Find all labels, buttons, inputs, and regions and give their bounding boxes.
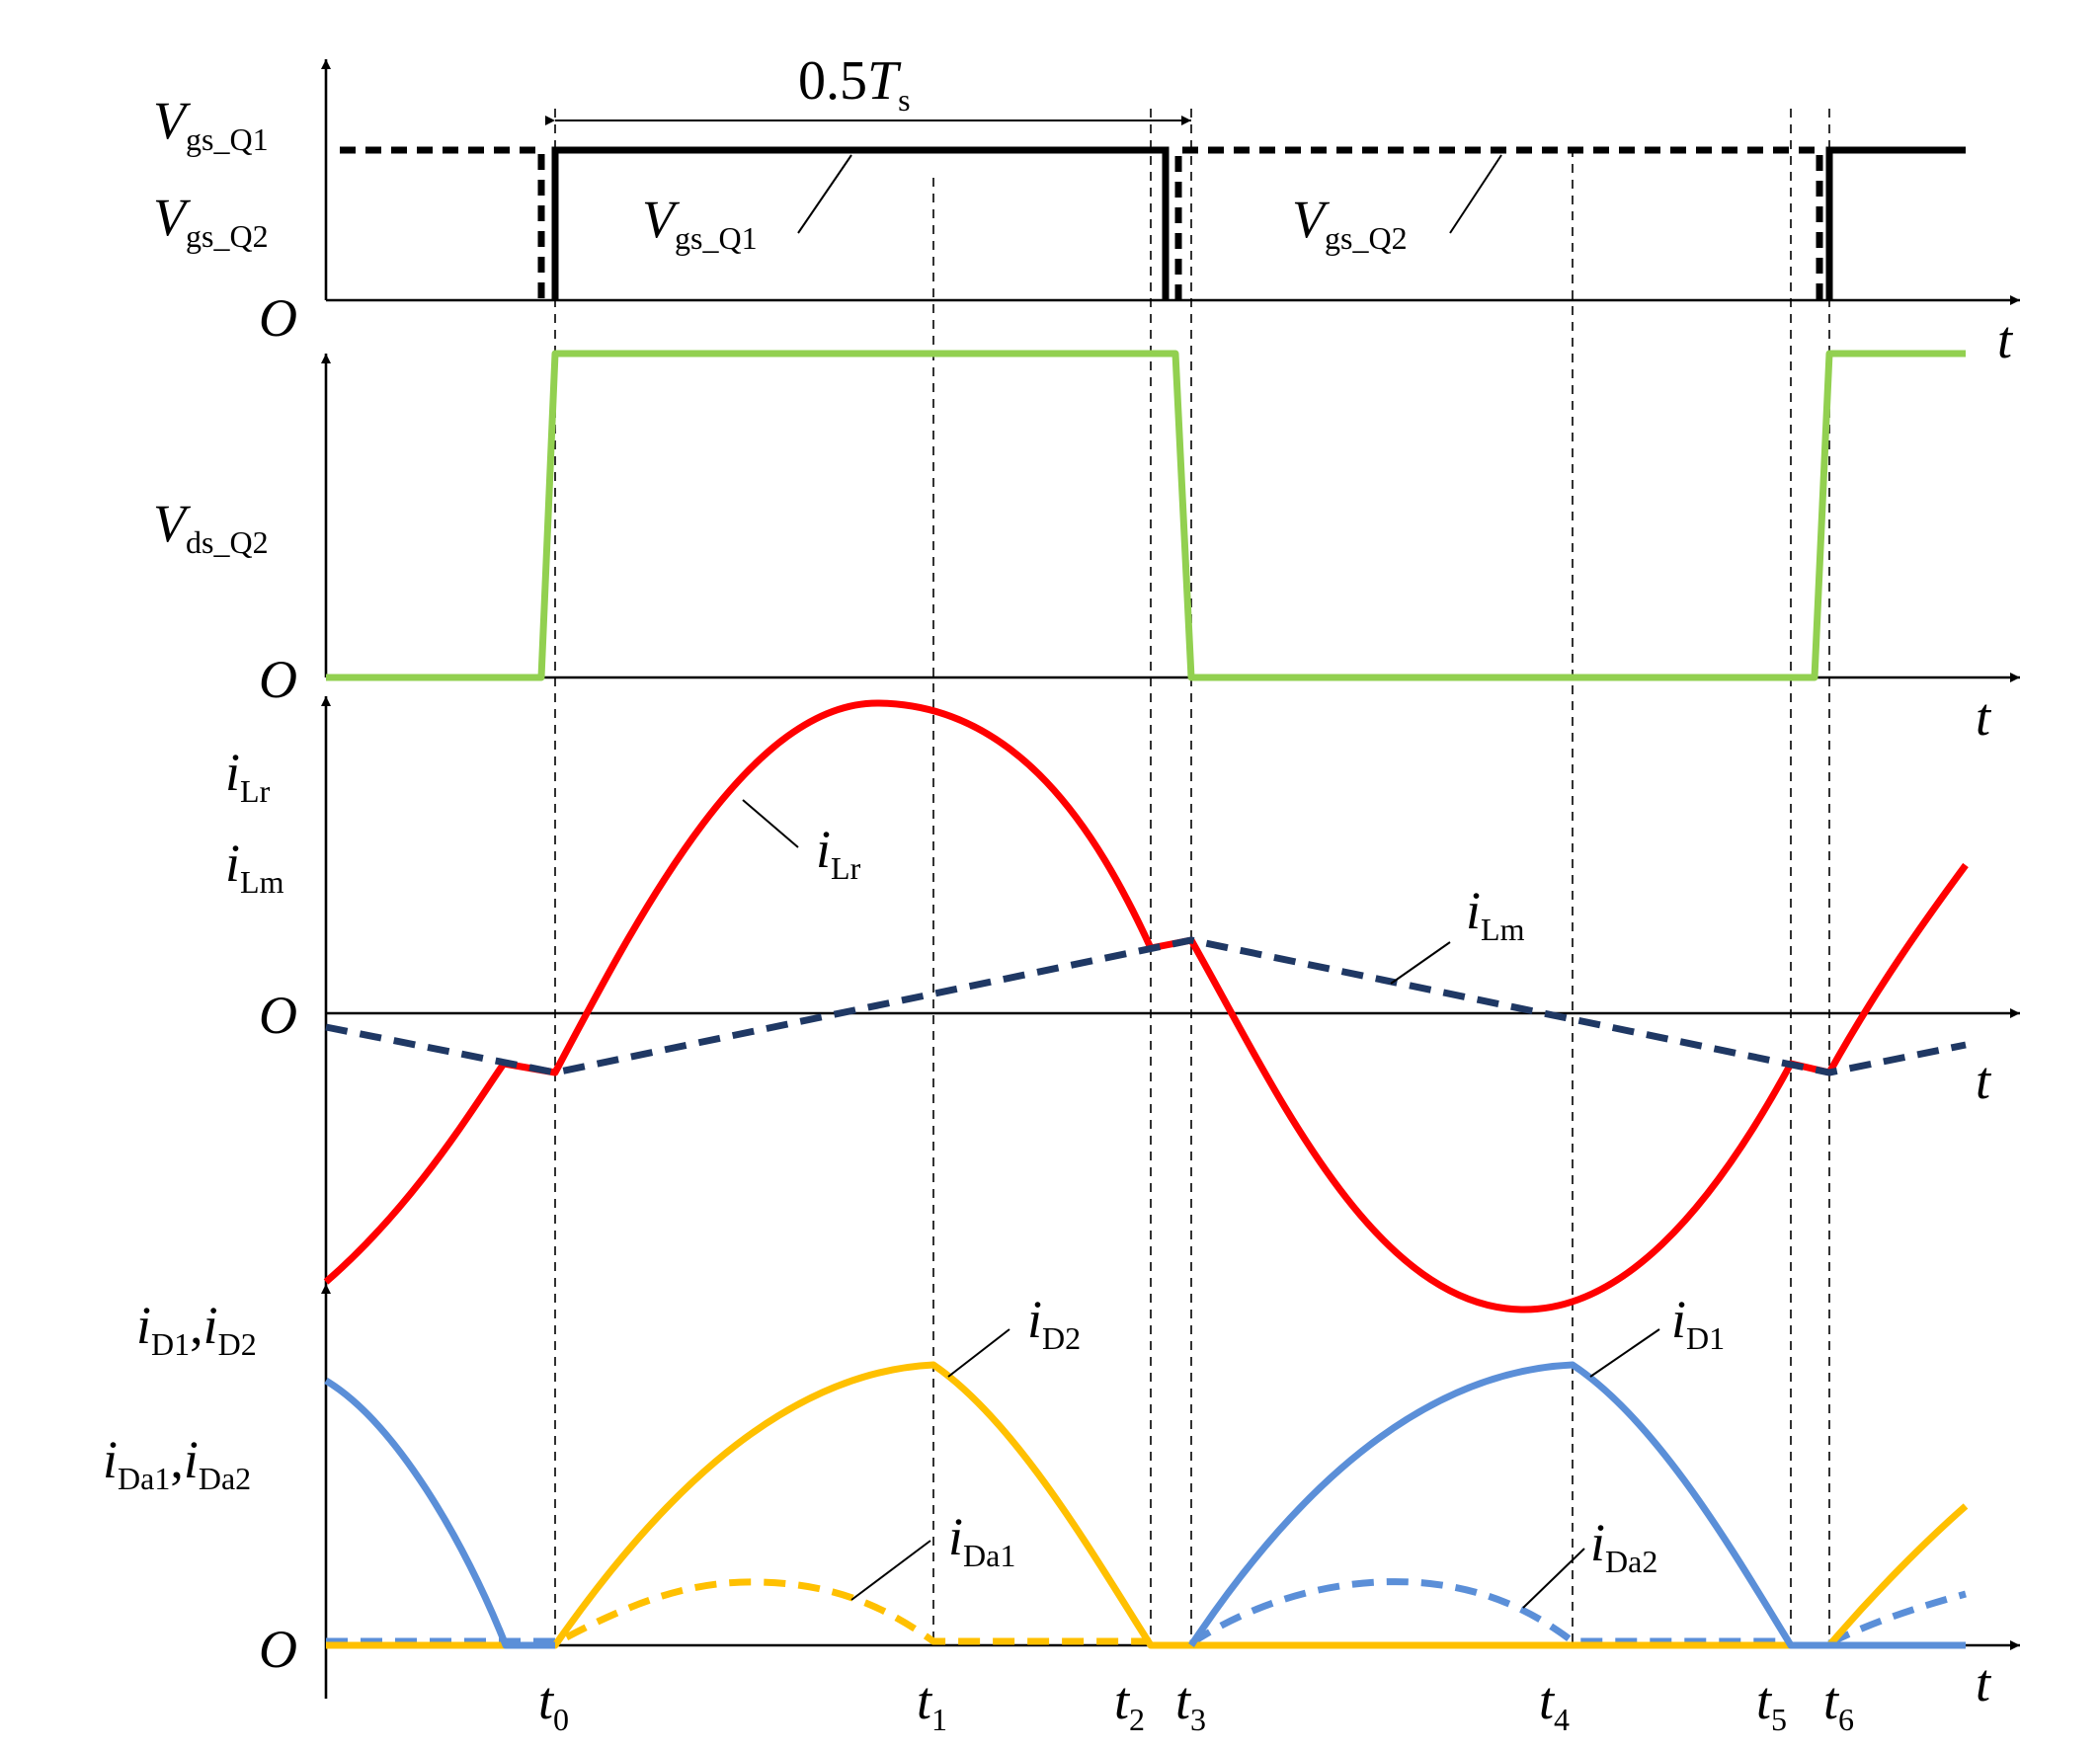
callout-i-da2: iDa2 <box>1590 1513 1657 1579</box>
callout-line-vgs-q2 <box>1449 154 1502 234</box>
vds-panel: Vds_Q2 O t <box>153 350 1992 747</box>
marker-t6: t6 <box>1823 1671 1854 1737</box>
label-vgs-q1: Vgs_Q1 <box>153 91 269 157</box>
current-panel: iLr iLm iLr iLm O t <box>225 699 1992 1313</box>
marker-t3: t3 <box>1175 1671 1206 1737</box>
callout-line-i-da1 <box>850 1540 931 1601</box>
marker-t0: t0 <box>538 1671 569 1737</box>
time-marker-labels: t0 t1 t2 t3 t4 t5 t6 <box>538 1671 1854 1737</box>
marker-t2: t2 <box>1114 1671 1145 1737</box>
marker-t5: t5 <box>1756 1671 1787 1737</box>
i-lr-waveform <box>323 699 1969 1313</box>
origin-diode: O <box>259 1620 297 1679</box>
diode-panel: iD2 iDa1 iD1 iDa2 iD1,iD2 iDa1,iDa2 O t <box>103 1290 1992 1712</box>
vgs-q2-waveform <box>340 146 1823 300</box>
origin-current: O <box>259 986 297 1045</box>
label-vgs-q2: Vgs_Q2 <box>153 188 269 254</box>
label-i-lm: iLm <box>225 834 284 900</box>
callout-i-lr: iLr <box>816 820 861 886</box>
label-i-lr: iLr <box>225 743 271 809</box>
gate-panel: Vgs_Q1 Vgs_Q2 Vgs_Q1 Vgs_Q2 O t <box>153 91 2014 369</box>
label-i-da1-i-da2: iDa1,iDa2 <box>103 1430 251 1496</box>
i-lm-waveform <box>325 936 1967 1076</box>
vds-q2-waveform <box>326 350 1966 681</box>
origin-vds: O <box>259 650 297 709</box>
callout-line-i-da2 <box>1522 1548 1585 1609</box>
callout-line-i-lm <box>1390 941 1451 985</box>
callout-vgs-q1: Vgs_Q1 <box>642 190 758 256</box>
callout-vgs-q2: Vgs_Q2 <box>1292 190 1408 256</box>
callout-i-lm: iLm <box>1466 881 1525 947</box>
time-guides <box>554 109 1830 1647</box>
period-label: 0.5Ts <box>798 50 911 118</box>
i-d2-waveform <box>326 1361 1969 1649</box>
label-vds-q2: Vds_Q2 <box>153 494 269 560</box>
origin-gate: O <box>259 288 297 348</box>
axes <box>321 59 2020 1699</box>
marker-t4: t4 <box>1539 1671 1570 1737</box>
vgs-q1-waveform <box>551 146 1966 300</box>
t-axis-vds: t <box>1976 687 1992 747</box>
callout-line-i-d1 <box>1589 1328 1660 1378</box>
i-da1-waveform <box>326 1578 1151 1647</box>
t-axis-gate: t <box>1997 310 2014 369</box>
i-da2-waveform <box>326 1578 1967 1647</box>
callout-i-da1: iDa1 <box>948 1507 1015 1573</box>
callout-line-vgs-q1 <box>797 154 852 234</box>
callout-line-i-lr <box>742 799 799 848</box>
marker-t1: t1 <box>917 1671 947 1737</box>
callout-i-d2: iD2 <box>1027 1290 1081 1356</box>
t-axis-diode: t <box>1976 1653 1992 1712</box>
callout-line-i-d2 <box>947 1328 1010 1378</box>
t-axis-current: t <box>1976 1051 1992 1110</box>
callout-i-d1: iD1 <box>1671 1290 1725 1356</box>
label-i-d1-i-d2: iD1,iD2 <box>136 1296 257 1362</box>
i-d1-waveform <box>324 1361 1966 1649</box>
